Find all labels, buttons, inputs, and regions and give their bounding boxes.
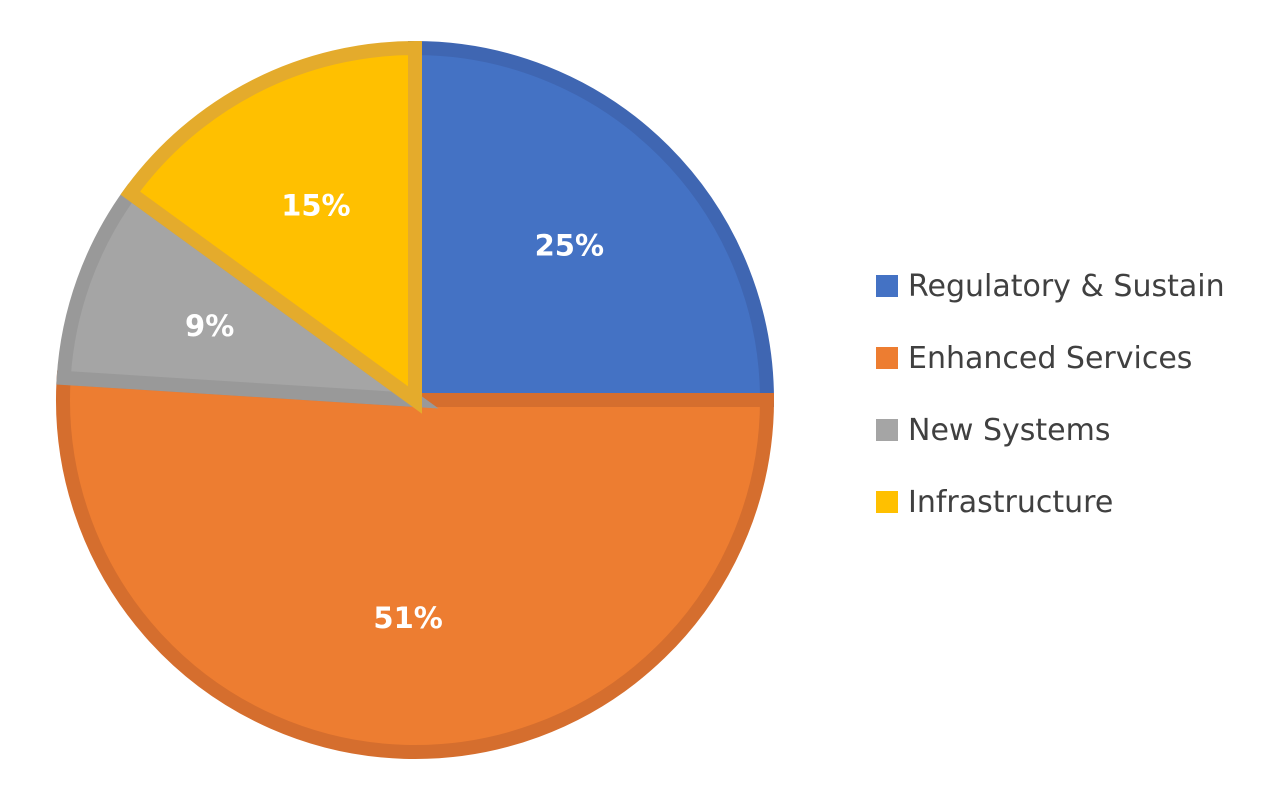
data-label-regulatory-sustain: 25% [535,229,604,263]
legend: Regulatory & Sustain Enhanced Services N… [876,268,1225,556]
legend-swatch-infrastructure [876,491,898,513]
legend-swatch-new-systems [876,419,898,441]
legend-swatch-enhanced-services [876,347,898,369]
legend-label-infrastructure: Infrastructure [908,484,1114,520]
pie-slice-enhanced-services [56,370,775,759]
data-label-new-systems: 9% [185,309,234,343]
legend-item-infrastructure: Infrastructure [876,484,1225,520]
pie-slice-infrastructure [120,40,422,414]
data-label-infrastructure: 15% [281,189,350,223]
pie-slice-regulatory-sustain [408,40,775,407]
legend-swatch-regulatory-sustain [876,275,898,297]
data-label-enhanced-services: 51% [373,601,442,635]
legend-label-enhanced-services: Enhanced Services [908,340,1193,376]
legend-label-regulatory-sustain: Regulatory & Sustain [908,268,1225,304]
pie-slice-new-systems [56,183,439,409]
legend-item-new-systems: New Systems [876,412,1225,448]
legend-item-enhanced-services: Enhanced Services [876,340,1225,376]
legend-item-regulatory-sustain: Regulatory & Sustain [876,268,1225,304]
legend-label-new-systems: New Systems [908,412,1111,448]
